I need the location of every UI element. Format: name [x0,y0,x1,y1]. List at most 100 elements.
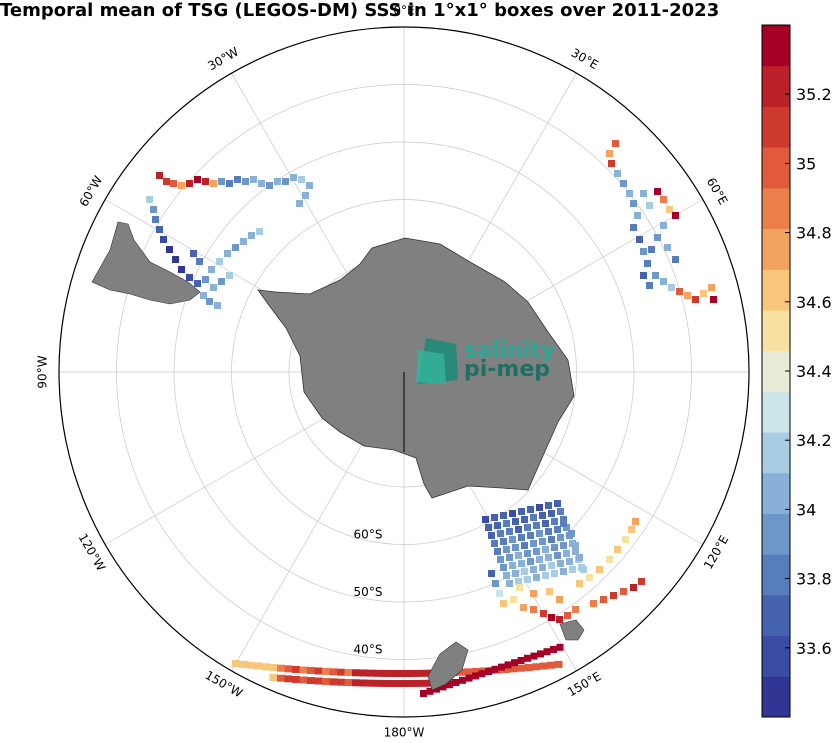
sss-cell [542,546,549,553]
sss-cell [439,683,447,691]
sss-cell [488,532,495,539]
sss-cell [536,504,543,511]
sss-cell [551,570,558,577]
sss-cell [530,540,537,547]
sss-cell [539,564,546,571]
sss-cell [684,292,691,299]
sss-cell [232,244,239,251]
sss-cell [292,665,300,673]
sss-cell [344,678,353,686]
colorbar-segment [762,228,790,270]
sss-cell [539,512,546,519]
map-boundary [58,26,750,718]
sss-cell [554,552,561,559]
sss-cell [527,532,534,539]
sss-cell [524,654,531,662]
sss-cell [539,538,546,545]
sss-cell [329,668,338,676]
sss-cell [488,570,495,577]
sss-cell [202,276,209,283]
sss-cell [566,558,573,565]
logo-mark-icon-2 [416,350,446,384]
sss-cell [200,292,207,299]
sss-cell [672,212,679,219]
sss-cell [554,500,561,507]
parallel-label: 50°S [354,585,383,599]
sss-cell [412,679,420,687]
sss-cell [296,200,303,207]
sss-cell [329,678,338,686]
sss-cell [234,176,241,183]
sss-cell [210,284,217,291]
sss-cell [520,604,527,611]
colorbar-tick-label: 35 [796,154,816,173]
meridian-label: 30°W [205,45,241,74]
sss-cell [524,576,531,583]
colorbar-segment [762,513,790,555]
sss-cell [532,663,540,671]
sss-cell [459,676,466,684]
sss-cell [556,596,563,603]
sss-cell [548,614,555,621]
sss-cell [382,679,390,687]
colorbar-segment [762,594,790,637]
sss-cell [560,542,567,549]
sss-cell [206,298,213,305]
sss-cell [568,530,575,537]
sss-cell [498,663,505,671]
sss-cell [307,667,315,675]
sss-cell [509,562,516,569]
sss-cell [160,236,167,243]
new-zealand [427,641,469,691]
colorbar-segment [762,65,790,107]
sss-cell [548,536,555,543]
sss-cell [510,596,517,603]
sss-cell [551,544,558,551]
sss-cell [614,546,621,553]
sss-cell [545,554,552,561]
sss-cell [533,548,540,555]
sss-cell [292,675,300,683]
sss-cell [250,176,257,183]
sss-cell [515,552,522,559]
sss-cell [638,578,645,585]
sss-cell [620,180,627,187]
sss-cell [600,596,607,603]
sss-cell [527,558,534,565]
sss-cell [269,664,278,672]
meridian-label: 90°W [36,355,50,388]
sss-cell [700,290,707,297]
sss-cell [485,668,492,675]
sss-cell [708,284,715,291]
sss-cell [210,180,217,187]
sss-cell [630,200,637,207]
sss-cell [472,667,480,675]
sss-cell [224,250,231,257]
sss-cell [290,174,297,181]
sss-cell [506,554,513,561]
sss-cell [500,600,507,607]
colorbar: 33.6 33.8 34 34.2 34.4 34.6 34.8 35 35.2 [761,24,832,718]
sss-cell [548,562,555,569]
salinity-pimep-logo: salinity pi-mep [416,338,555,384]
sss-cell [266,182,273,189]
meridian-label: 0°E [393,4,414,18]
sss-cell [214,302,221,309]
map-title: Temporal mean of TSG (LEGOS-DM) SSS in 1… [0,0,720,21]
sss-cell [178,182,185,189]
sss-cell [232,660,240,667]
sss-cell [620,588,627,595]
sss-cell [524,664,533,672]
sss-cell [560,568,567,575]
sss-cell [497,556,504,563]
sss-cell [389,679,398,687]
sss-cell [530,514,537,521]
sss-cell [660,222,667,229]
sss-cell [580,566,587,573]
sss-cell [517,664,525,672]
sss-cell [503,546,510,553]
colorbar-tick-label: 34.2 [796,431,832,450]
sss-cell [560,520,567,527]
colorbar-segment [762,676,790,718]
